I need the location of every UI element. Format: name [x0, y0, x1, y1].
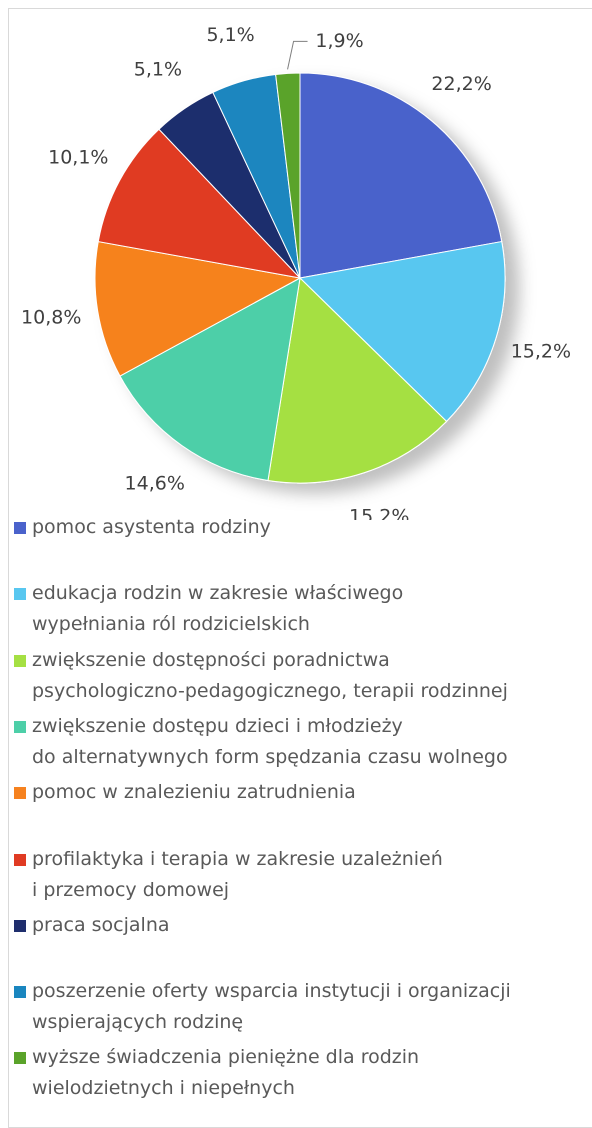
data-label: 5,1%: [134, 58, 182, 80]
legend-label: pomoc w znalezieniu zatrudnienia: [32, 781, 356, 804]
pie-slice: [298, 240, 506, 423]
legend-entry: zwiększenie dostępu dzieci i młodzieży d…: [14, 711, 508, 773]
legend-entry: edukacja rodzin w zakresie właściwego wy…: [14, 578, 403, 640]
legend-swatch: [14, 654, 26, 667]
data-label: 15,2%: [511, 340, 571, 362]
legend-label: wyższe świadczenia pieniężne dla rodzin …: [32, 1046, 420, 1100]
chart: 22,2% 15,2% 15,2% 14,6% 10,8% 10,1% 5,1% 5,1% 1,…: [21, 24, 571, 520]
pie-slice: [97, 128, 302, 279]
pie-slice: [299, 72, 503, 279]
pie-slice: [94, 240, 302, 377]
data-label: 10,1%: [48, 147, 108, 169]
legend-entry: wyższe świadczenia pieniężne dla rodzin …: [14, 1042, 419, 1104]
legend-entry: praca socjalna: [14, 910, 170, 941]
data-label: 1,9%: [315, 30, 363, 52]
pie-slice: [275, 72, 301, 279]
legend-entry: profilaktyka i terapia w zakresie uzależ…: [14, 844, 443, 906]
data-label: 14,6%: [125, 472, 185, 494]
legend-label: poszerzenie oferty wsparcia instytucji i…: [32, 980, 511, 1034]
legend-entry: pomoc w znalezieniu zatrudnienia: [14, 777, 356, 808]
pie-slice: [267, 276, 448, 484]
data-label: 15,2%: [349, 506, 409, 520]
legend-swatch: [14, 986, 26, 999]
legend-swatch: [14, 919, 26, 932]
pie-slice: [119, 277, 301, 482]
legend-entry: pomoc asystenta rodziny: [14, 512, 271, 543]
legend-swatch: [14, 853, 26, 866]
legend-label: profilaktyka i terapia w zakresie uzależ…: [32, 847, 443, 901]
legend-swatch: [14, 720, 26, 733]
legend-label: zwiększenie dostępności poradnictwa psyc…: [32, 648, 508, 702]
legend-swatch: [14, 522, 26, 534]
data-label: 5,1%: [206, 24, 254, 46]
legend-entry: poszerzenie oferty wsparcia instytucji i…: [14, 976, 511, 1038]
pie: [94, 72, 506, 484]
legend-label: praca socjalna: [32, 913, 170, 936]
legend-label: zwiększenie dostępu dzieci i młodzieży d…: [32, 714, 508, 768]
legend-label: edukacja rodzin w zakresie właściwego wy…: [32, 582, 404, 636]
data-label: 10,8%: [21, 307, 81, 329]
data-label: 22,2%: [431, 73, 491, 95]
leader-line: [287, 40, 308, 70]
legend-swatch: [14, 1052, 26, 1065]
legend-entry: zwiększenie dostępności poradnictwa psyc…: [14, 645, 508, 707]
legend-label: pomoc asystenta rodziny: [32, 516, 271, 538]
legend-swatch: [14, 588, 26, 601]
legend-swatch: [14, 787, 26, 800]
